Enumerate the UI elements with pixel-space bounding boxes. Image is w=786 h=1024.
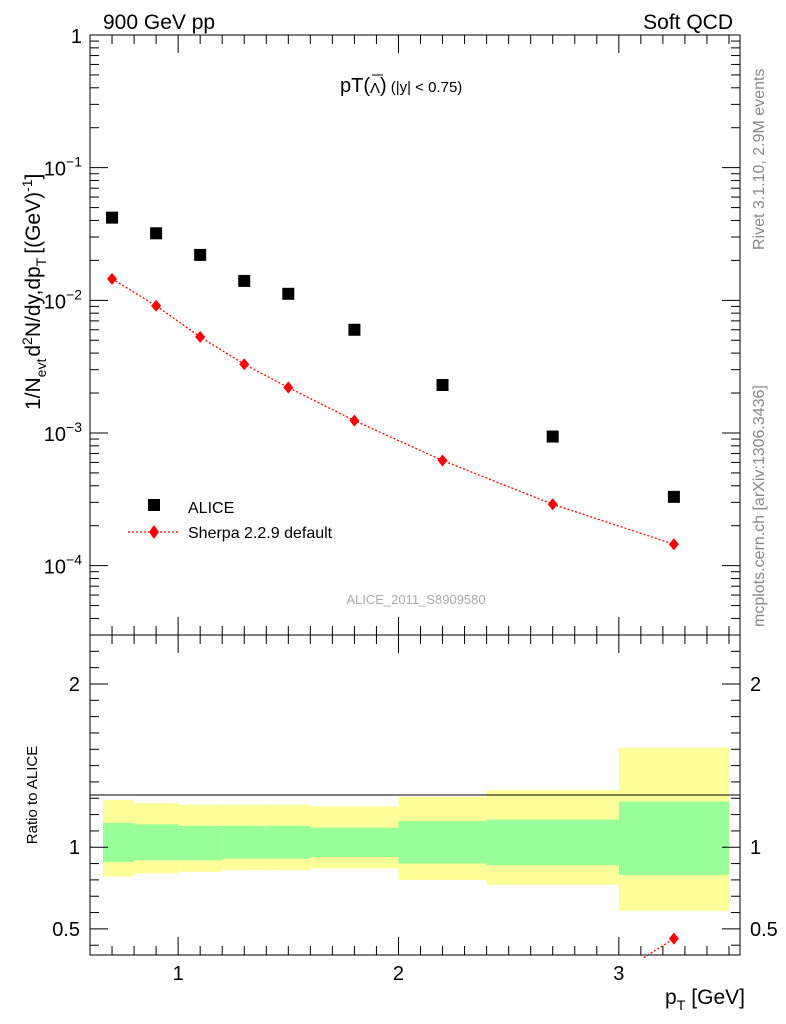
ratio-sherpa-point bbox=[668, 932, 679, 945]
alice-point bbox=[546, 430, 559, 443]
header-right: Soft QCD bbox=[643, 11, 733, 34]
x-tick-label: 1 bbox=[173, 963, 184, 985]
sherpa-curve bbox=[111, 278, 675, 545]
main-y-tick-mantissa: 10 bbox=[44, 424, 66, 446]
alice-point bbox=[348, 323, 361, 336]
x-axis-label: pT [GeV] bbox=[665, 986, 745, 1013]
ratio-x-tick-labels: 1 2 3 bbox=[173, 963, 625, 985]
ratio-band-inner bbox=[266, 826, 311, 859]
ratio-band-inner bbox=[134, 824, 179, 861]
legend-sherpa-label: Sherpa 2.2.9 default bbox=[188, 525, 333, 542]
sherpa-point bbox=[239, 358, 250, 371]
ratio-frame bbox=[89, 634, 741, 956]
main-y-tick-exponent: −1 bbox=[66, 154, 82, 170]
main-y-tick-label: 1 bbox=[71, 26, 82, 48]
sherpa-point bbox=[547, 498, 558, 511]
legend: ALICE Sherpa 2.2.9 default bbox=[128, 499, 333, 542]
title-main: pT( bbox=[340, 75, 370, 97]
main-y-tick-label: 10−1 bbox=[44, 154, 82, 181]
analysis-id-label: ALICE_2011_S8909580 bbox=[346, 592, 485, 607]
main-axis-ticks bbox=[89, 34, 740, 636]
ratio-y-tick-label-right: 1 bbox=[750, 837, 761, 859]
alice-point bbox=[194, 248, 207, 261]
ratio-band-inner bbox=[486, 819, 619, 866]
alice-point bbox=[106, 211, 119, 224]
sherpa-point bbox=[668, 538, 679, 551]
title-cut: (|y| < 0.75) bbox=[391, 79, 463, 96]
alice-point bbox=[238, 274, 251, 287]
legend-alice-marker bbox=[148, 499, 160, 511]
ratio-panel: 0.5 0.5 1 1 2 2 1 2 3 Ratio to ALICE pT [GeV] bbox=[24, 634, 778, 1013]
main-y-tick-mantissa: 10 bbox=[44, 291, 66, 313]
main-frame bbox=[89, 34, 741, 636]
x-axis-label-sub: T bbox=[677, 997, 686, 1013]
rivet-version-label: Rivet 3.1.10, 2.9M events bbox=[751, 69, 768, 250]
main-y-tick-label: 10−4 bbox=[44, 552, 82, 579]
main-title: pT(Λ) (|y| < 0.75) bbox=[340, 75, 462, 97]
ratio-axis-ticks bbox=[89, 634, 740, 955]
title-close: ) bbox=[380, 75, 387, 97]
ratio-band-inner bbox=[103, 822, 135, 862]
ratio-band-inner bbox=[398, 821, 487, 864]
main-y-tick-label: 10−3 bbox=[44, 419, 82, 446]
alice-point bbox=[436, 378, 449, 391]
sherpa-point bbox=[195, 330, 206, 343]
legend-sherpa-marker bbox=[149, 525, 159, 539]
ratio-bands-inner bbox=[103, 801, 729, 875]
ratio-points bbox=[643, 932, 679, 959]
ratio-y-tick-label-right: 0.5 bbox=[750, 919, 778, 941]
sherpa-point bbox=[283, 381, 294, 394]
main-y-tick-mantissa: 10 bbox=[44, 557, 66, 579]
main-panel: 110−110−210−310−4 pT(Λ) (|y| < 0.75) ALIC… bbox=[19, 26, 741, 636]
x-tick-label: 3 bbox=[613, 963, 624, 985]
legend-alice-label: ALICE bbox=[188, 500, 234, 517]
main-y-tick-exponent: −4 bbox=[66, 552, 82, 568]
sherpa-point bbox=[151, 299, 162, 312]
alice-point bbox=[150, 227, 163, 240]
ratio-y-tick-label-right: 2 bbox=[750, 674, 761, 696]
ratio-y-tick-label-left: 1 bbox=[69, 837, 80, 859]
ratio-y-tick-label-left: 2 bbox=[69, 674, 80, 696]
mcplots-label: mcplots.cern.ch [arXiv:1306.3436] bbox=[751, 385, 768, 627]
alice-points bbox=[106, 211, 680, 503]
x-axis-label-unit: [GeV] bbox=[691, 986, 745, 1009]
ratio-y-axis-label: Ratio to ALICE bbox=[24, 746, 41, 844]
main-y-tick-label: 10−2 bbox=[44, 286, 82, 313]
title-particle: Λ bbox=[370, 80, 380, 97]
ratio-band-inner bbox=[222, 826, 267, 859]
main-y-tick-labels: 110−110−210−310−4 bbox=[44, 26, 82, 579]
x-axis-label-p: p bbox=[665, 986, 677, 1009]
main-y-tick-exponent: −2 bbox=[66, 286, 82, 302]
sherpa-point bbox=[349, 414, 360, 427]
ratio-band-inner bbox=[178, 826, 223, 861]
sherpa-points bbox=[107, 272, 679, 551]
ratio-band-inner bbox=[310, 827, 399, 858]
sherpa-point bbox=[107, 272, 118, 285]
alice-point bbox=[282, 287, 295, 300]
ratio-y-tick-label-left: 0.5 bbox=[52, 919, 80, 941]
main-y-tick-mantissa: 1 bbox=[71, 26, 82, 48]
alice-point bbox=[667, 490, 680, 503]
sherpa-point bbox=[437, 454, 448, 467]
main-y-tick-mantissa: 10 bbox=[44, 159, 66, 181]
main-y-tick-exponent: −3 bbox=[66, 419, 82, 435]
header-left: 900 GeV pp bbox=[103, 11, 215, 34]
ratio-band-inner bbox=[618, 801, 729, 875]
x-tick-label: 2 bbox=[393, 963, 404, 985]
ratio-y-tick-labels: 0.5 0.5 1 1 2 2 bbox=[52, 674, 778, 941]
main-y-axis-label: 1/Nevtd2N/dy,dpT[(GeV)-1] bbox=[19, 174, 49, 410]
